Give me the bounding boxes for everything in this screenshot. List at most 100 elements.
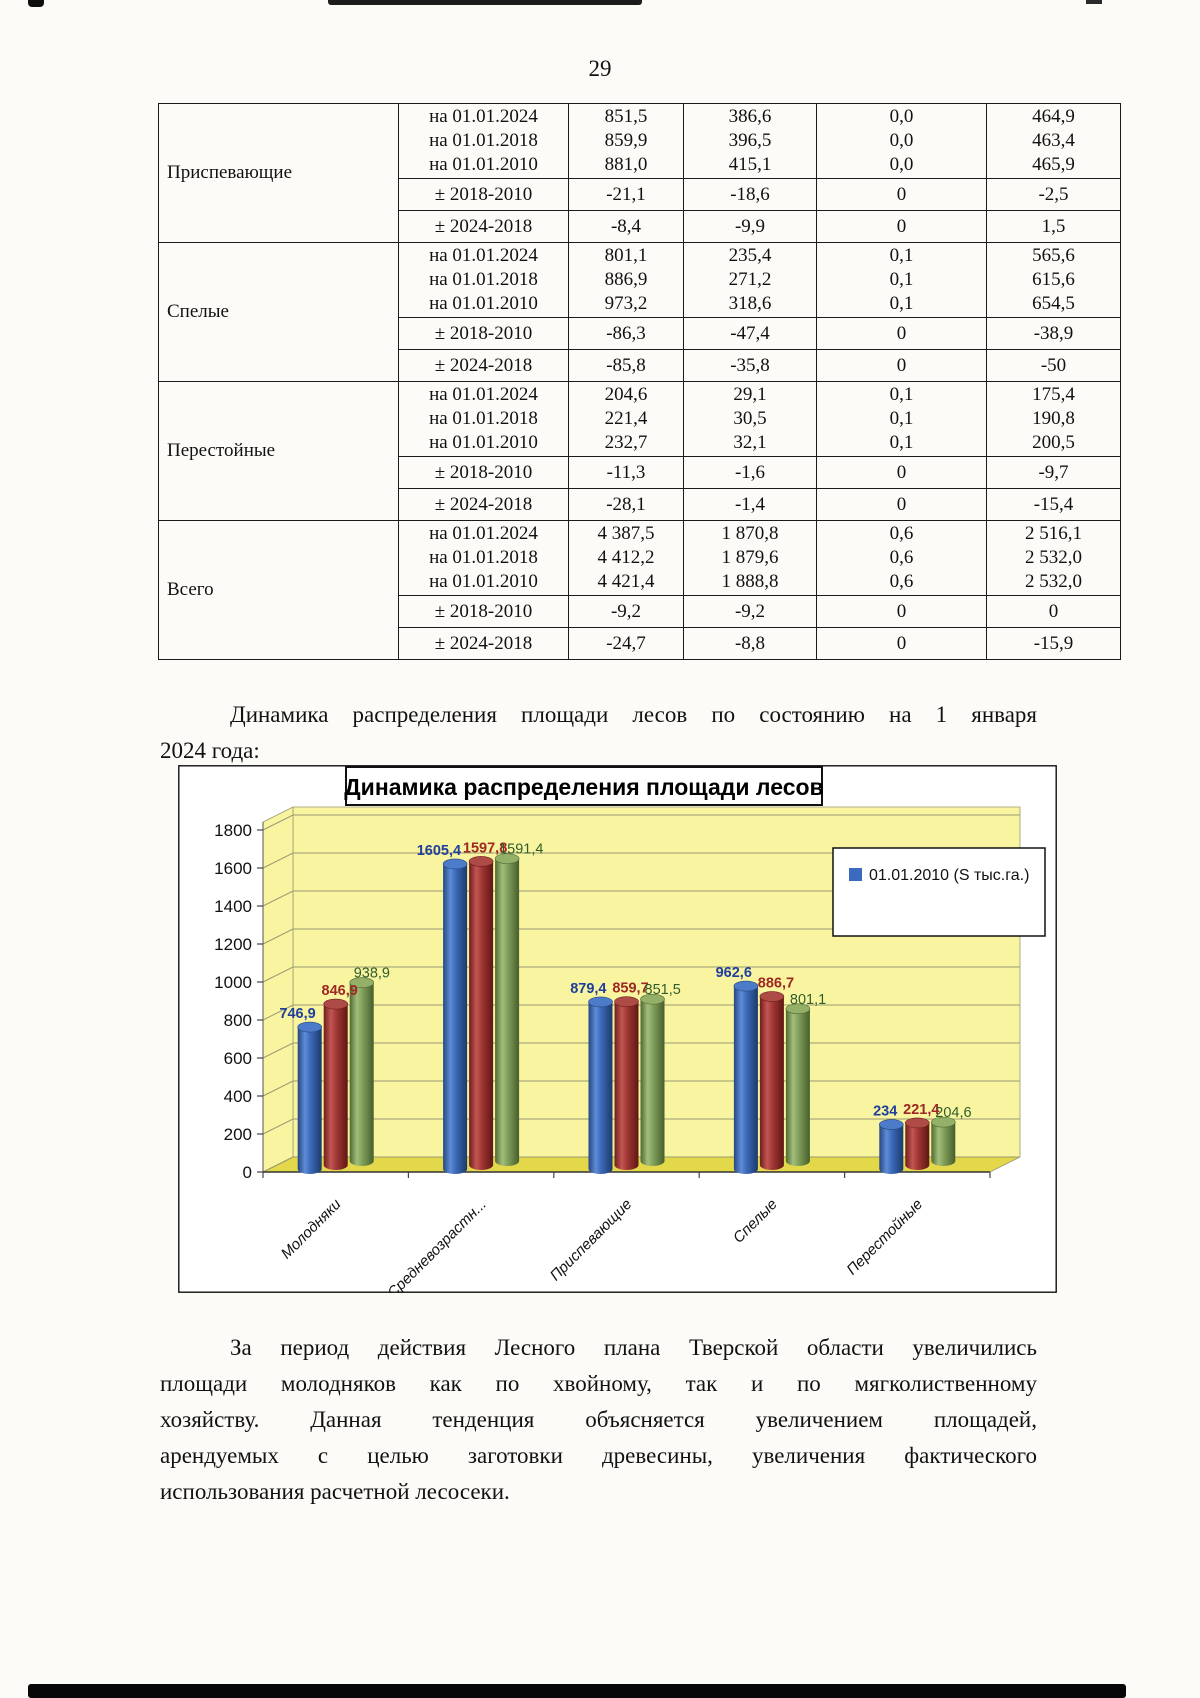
delta-value-cell: -15,4	[986, 488, 1121, 521]
delta-value-cell: 0	[816, 317, 987, 350]
bar-cylinder-body	[297, 1027, 322, 1174]
scan-artifact-top-left	[28, 0, 44, 7]
paragraph-line: За период действия Лесного плана Тверско…	[230, 1335, 1037, 1360]
delta-label-cell: ± 2024-2018	[398, 349, 569, 382]
table-group-row: Приспевающие на 01.01.2024 на 01.01.2018 на…	[158, 103, 1121, 243]
delta-value-cell: 0	[816, 627, 987, 660]
delta-label-cell: ± 2018-2010	[398, 317, 569, 350]
period-cell: на 01.01.2024 на 01.01.2018 на 01.01.2010	[398, 103, 569, 179]
y-axis-label: 600	[224, 1049, 252, 1068]
delta-value-cell: -47,4	[683, 317, 817, 350]
row-group-label: Всего	[158, 520, 399, 660]
value-cell: 565,6 615,6 654,5	[986, 242, 1121, 318]
delta-value-cell: -24,7	[568, 627, 684, 660]
bar-value-label: 938,9	[354, 966, 390, 982]
table-delta-row: ± 2018-2010 -21,1 -18,6 0 -2,5	[159, 178, 1121, 211]
bar-value-label: 879,4	[570, 981, 606, 997]
bar-cylinder-body	[905, 1122, 930, 1170]
legend-swatch	[849, 868, 862, 881]
bar-value-label: 962,6	[716, 965, 752, 981]
bar-cylinder-body	[588, 1001, 613, 1174]
value-cell: 851,5 859,9 881,0	[568, 103, 684, 179]
delta-value-cell: 0	[816, 349, 987, 382]
y-axis-label: 1600	[214, 859, 252, 878]
bar-value-label: 1605,4	[417, 843, 461, 859]
paragraph-line: площади молодняков как по хвойному, так …	[160, 1371, 1037, 1396]
bar-cylinder-body	[323, 1004, 348, 1170]
paragraph-line: 2024 года:	[160, 738, 260, 763]
bar-cylinder-body	[469, 861, 494, 1170]
value-cell: 4 387,5 4 412,2 4 421,4	[568, 520, 684, 596]
delta-value-cell: -35,8	[683, 349, 817, 382]
bar-cylinder-top	[904, 1117, 930, 1129]
delta-value-cell: -18,6	[683, 178, 817, 211]
delta-label-cell: ± 2018-2010	[398, 595, 569, 628]
bar-value-label: 886,7	[758, 976, 794, 992]
legend-box	[832, 847, 1046, 937]
bar-cylinder-top	[733, 980, 759, 992]
chart-canvas: 0 200 400 600 800 1000 1200 1400 1600 1800 746,9 84…	[178, 765, 1057, 1293]
bar-value-label: 204,6	[935, 1105, 971, 1121]
bar-cylinder-top	[588, 996, 613, 1008]
bar-cylinder-top	[785, 1003, 811, 1015]
delta-label-cell: ± 2024-2018	[398, 627, 569, 660]
bar-value-label: 221,4	[903, 1102, 939, 1118]
gridline	[262, 814, 1020, 831]
delta-value-cell: 1,5	[986, 210, 1121, 243]
bar-cylinder-top	[494, 853, 520, 864]
y-axis-label: 200	[224, 1125, 252, 1144]
bar-cylinder-top	[614, 996, 639, 1007]
forest-area-table: Приспевающие на 01.01.2024 на 01.01.2018 на…	[158, 103, 1121, 660]
table-delta-row: ± 2024-2018 -24,7 -8,8 0 -15,9	[159, 627, 1121, 660]
period-cell: на 01.01.2024 на 01.01.2018 на 01.01.2010	[398, 242, 569, 318]
delta-label-cell: ± 2024-2018	[398, 210, 569, 243]
scan-artifact-top-streak	[328, 0, 642, 5]
bar-cylinder-body	[640, 999, 665, 1166]
delta-value-cell: -2,5	[986, 178, 1121, 211]
value-cell: 464,9 463,4 465,9	[986, 103, 1121, 179]
delta-value-cell: 0	[816, 210, 987, 243]
y-axis-label: 1800	[214, 821, 252, 840]
bar-value-label: 1597,8	[463, 840, 507, 856]
scan-artifact-bottom-band	[28, 1684, 1126, 1698]
bar-value-label: 1591,4	[499, 842, 543, 858]
legend-label: 01.01.2010 (S тыс.га.)	[869, 867, 1029, 884]
delta-value-cell: 0	[816, 456, 987, 489]
paragraph-line: Динамика распределения площади лесов по …	[230, 702, 1037, 727]
y-axis-label: 1000	[214, 973, 252, 992]
table-delta-row: ± 2024-2018 -28,1 -1,4 0 -15,4	[159, 488, 1121, 521]
chart-title-box	[345, 766, 823, 806]
delta-value-cell: -1,4	[683, 488, 817, 521]
bar-cylinder-body	[495, 858, 520, 1166]
value-cell: 386,6 396,5 415,1	[683, 103, 817, 179]
chart-title: Динамика распределения площади лесов	[344, 774, 823, 800]
delta-value-cell: -9,9	[683, 210, 817, 243]
scan-artifact-top-right	[1086, 0, 1102, 4]
value-cell: 801,1 886,9 973,2	[568, 242, 684, 318]
outro-paragraph: За период действия Лесного плана Тверско…	[160, 1330, 1037, 1510]
value-cell: 1 870,8 1 879,6 1 888,8	[683, 520, 817, 596]
delta-value-cell: -9,2	[683, 595, 817, 628]
value-cell: 0,1 0,1 0,1	[816, 381, 987, 457]
table-group-row: Спелые на 01.01.2024 на 01.01.2018 на 01.01…	[158, 242, 1121, 382]
bar-cylinder-top	[323, 998, 348, 1010]
bar-cylinder-top	[930, 1116, 956, 1128]
y-axis-label: 1200	[214, 935, 252, 954]
y-axis-label: 0	[243, 1163, 252, 1182]
delta-label-cell: ± 2018-2010	[398, 456, 569, 489]
page-number: 29	[588, 56, 612, 81]
delta-value-cell: -9,2	[568, 595, 684, 628]
table-delta-row: ± 2018-2010 -9,2 -9,2 0 0	[159, 595, 1121, 628]
delta-value-cell: -85,8	[568, 349, 684, 382]
y-axis-label: 1400	[214, 897, 252, 916]
delta-value-cell: 0	[816, 488, 987, 521]
table-delta-row: ± 2018-2010 -11,3 -1,6 0 -9,7	[159, 456, 1121, 489]
chart-side-wall	[262, 806, 294, 1173]
value-cell: 0,1 0,1 0,1	[816, 242, 987, 318]
y-axis-label: 800	[224, 1011, 252, 1030]
y-axis-label: 400	[224, 1087, 252, 1106]
delta-label-cell: ± 2024-2018	[398, 488, 569, 521]
delta-value-cell: -8,8	[683, 627, 817, 660]
delta-value-cell: -50	[986, 349, 1121, 382]
